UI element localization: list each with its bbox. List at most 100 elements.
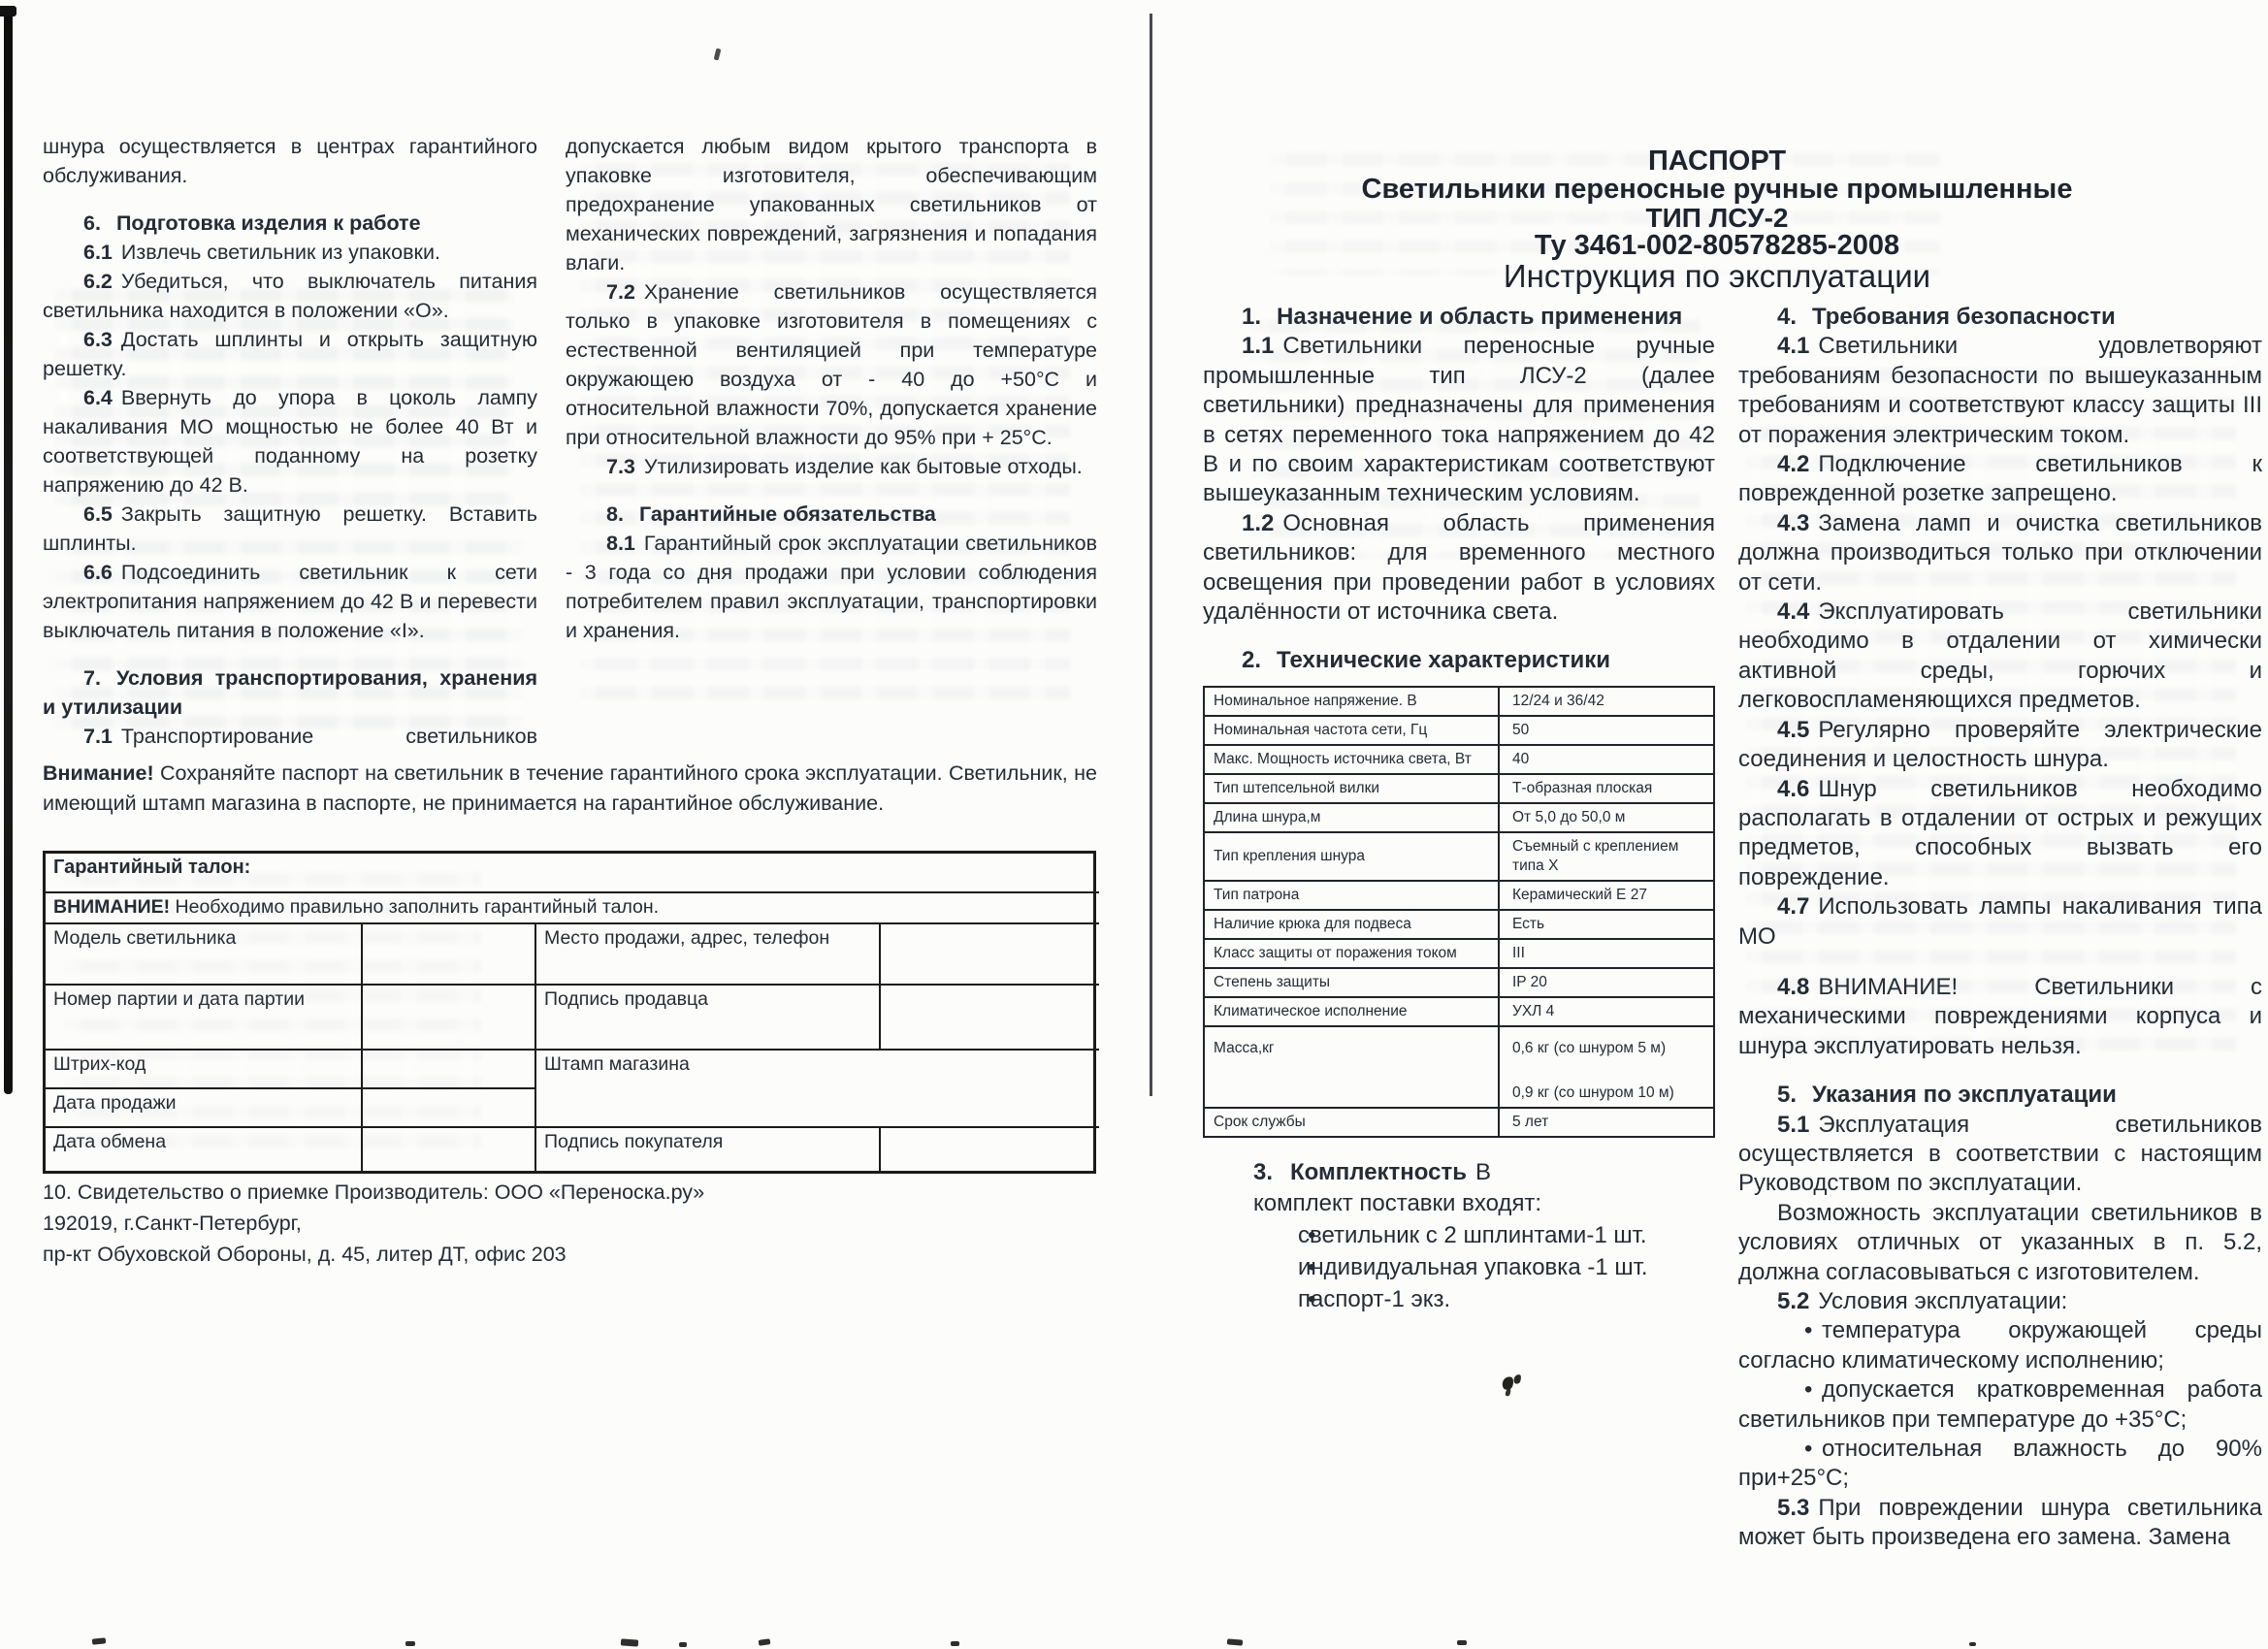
warranty-title-text: Гарантийный талон: — [53, 857, 251, 878]
bleedthrough-smudge — [1271, 153, 1940, 275]
cell-place-of-sale-label: Место продажи, адрес, телефон — [536, 924, 881, 986]
para-number: 1.2 — [1242, 509, 1275, 536]
para-6-4: 6.4 Ввернуть до упора в цоколь лампу нака… — [43, 383, 537, 500]
tech-value: Т-образная плоская — [1512, 779, 1653, 796]
section-number: 8. — [606, 502, 624, 526]
section-title: Назначение и область применения — [1277, 304, 1683, 330]
para-number: 4.1 — [1777, 333, 1810, 360]
bleedthrough-smudge — [56, 289, 512, 517]
section-6-heading: 6. Подготовка изделия к работе — [43, 209, 537, 238]
scan-corner-mark — [0, 6, 16, 16]
para-number: 6.5 — [83, 502, 113, 526]
tech-row-cord-length: Длина шнура,м От 5,0 до 50,0 м — [1205, 803, 1713, 833]
para-number: 7.1 — [83, 725, 113, 748]
left-page-columns: шнура осуществляется в центрах гарантийн… — [43, 132, 1098, 751]
tech-value-line2: типа Х — [1512, 857, 1559, 874]
section-title: Комплектность — [1290, 1158, 1467, 1185]
tech-value: 50 — [1512, 721, 1530, 738]
para-number: 4.6 — [1777, 775, 1810, 802]
scan-mark — [951, 1641, 959, 1646]
tech-row-plug-type: Тип штепсельной вилки Т-образная плоская — [1205, 774, 1713, 804]
para-number: 7.2 — [606, 280, 635, 304]
para-number: 5.1 — [1777, 1111, 1810, 1138]
tech-row-max-power: Макс. Мощность источника света, Вт 40 — [1205, 745, 1713, 775]
kit-item-packaging: •индивидуальная упаковка -1 шт. — [1203, 1251, 1715, 1283]
para-number: 4.8 — [1777, 973, 1810, 1000]
cell-place-of-sale-input — [881, 924, 1099, 986]
condition-item-temperature: • температура окружающей среды согласно к… — [1738, 1316, 2262, 1375]
tech-row-hook: Наличие крюка для подвеса Есть — [1205, 910, 1713, 940]
para-4-1: 4.1 Светильники удовлетворяют требованиям… — [1738, 332, 2262, 450]
para-number: 6.4 — [83, 386, 113, 409]
para-text: Условия эксплуатации: — [1818, 1288, 2068, 1314]
tech-label: Тип крепления шнура — [1205, 832, 1500, 880]
warranty-table-notice: ВНИМАНИЕ! Необходимо правильно заполнить… — [46, 893, 1099, 924]
para-text: Эксплуатация светильников осуществляется… — [1738, 1111, 2262, 1197]
tech-value: Есть — [1512, 915, 1545, 932]
para-text: Светильники удовлетворяют требованиям бе… — [1738, 333, 2262, 448]
para-number: 4.5 — [1777, 716, 1810, 743]
para-text: При повреждении шнура светильника может … — [1738, 1494, 2262, 1551]
para-7-1-continued: допускается любым видом крытого транспор… — [566, 132, 1097, 277]
para-text: ВНИМАНИЕ! Светильники с механическими по… — [1738, 973, 2262, 1059]
tech-label: Номинальное напряжение. В — [1205, 687, 1500, 715]
para-5-1-note: Возможность эксплуатации светильников в … — [1738, 1199, 2262, 1287]
manufacturer-city: 192019, г.Санкт-Петербург, — [43, 1212, 302, 1235]
para-text: Подключение светильников к поврежденной … — [1738, 451, 2262, 507]
condition-item-humidity: • относительная влажность до 90% при+25°С… — [1738, 1435, 2262, 1494]
left-page-column-1: шнура осуществляется в центрах гарантийн… — [43, 132, 537, 751]
para-4-5: 4.5 Регулярно проверяйте электрические со… — [1738, 716, 2262, 775]
tech-row-weight: Масса,кг 0,6 кг (со шнуром 5 м) 0,9 кг (со… — [1205, 1026, 1713, 1109]
scan-mark — [1969, 1642, 1976, 1646]
section-number: 1. — [1242, 304, 1262, 330]
kit-intro-line: комплект поставки входят: — [1253, 1189, 1542, 1216]
cell-label: Дата продажи — [53, 1092, 177, 1114]
para-1-1: 1.1 Светильники переносные ручные промышл… — [1203, 332, 1715, 508]
tech-value: 40 — [1512, 750, 1530, 767]
bleedthrough-smudge — [64, 873, 481, 1149]
ink-speck — [713, 48, 722, 61]
warranty-table: Гарантийный талон: ВНИМАНИЕ! Необходимо … — [43, 851, 1099, 1174]
cell-label: Номер партии и дата партии — [53, 988, 306, 1010]
warranty-notice-bold: ВНИМАНИЕ! — [53, 896, 171, 918]
section-title-tail: В — [1475, 1158, 1492, 1185]
doc-title-product: Светильники переносные ручные промышленн… — [1361, 174, 2073, 205]
tech-value: 0,6 кг (со шнуром 5 м) — [1512, 1039, 1667, 1056]
section-8-heading: 8. Гарантийные обязательства — [566, 500, 1097, 529]
warranty-notice-text: Необходимо правильно заполнить гарантийн… — [170, 896, 660, 918]
para-text: Ввернуть до упора в цоколь лампу накалив… — [43, 386, 537, 497]
section-number: 5. — [1777, 1082, 1798, 1109]
cell-label: Место продажи, адрес, телефон — [544, 927, 830, 949]
scan-mark — [405, 1641, 415, 1646]
section-number: 6. — [83, 211, 101, 235]
cell-label: Подпись продавца — [544, 988, 709, 1010]
para-5-3: 5.3 При повреждении шнура светильника мож… — [1738, 1494, 2262, 1553]
tech-row-service-life: Срок службы 5 лет — [1205, 1108, 1713, 1136]
cell-model-label: Модель светильника — [46, 924, 363, 986]
para-text: Регулярно проверяйте электрические соеди… — [1738, 716, 2262, 773]
bullet-dot: • — [1804, 1376, 1813, 1404]
para-text: Извлечь светильник из упаковки. — [120, 241, 440, 264]
section-title: Указания по эксплуатации — [1812, 1082, 2117, 1109]
bullet-dot: • — [1308, 1221, 1316, 1248]
bullet-dot: • — [1804, 1317, 1813, 1344]
para-number: 7.3 — [606, 455, 635, 478]
cell-barcode-label: Штрих-код — [46, 1051, 363, 1089]
para-8-1: 8.1 Гарантийный срок эксплуатации светиль… — [566, 529, 1097, 645]
condition-text: относительная влажность до 90% при+25°С; — [1738, 1436, 2262, 1492]
para-continued: шнура осуществляется в центрах гарантийн… — [43, 132, 537, 190]
section-7-heading: 7. Условия транспортирования, хранения и … — [43, 663, 537, 722]
para-text: шнура осуществляется в центрах гарантийн… — [43, 135, 537, 187]
tech-value-line2: 0,9 кг (со шнуром 10 м) — [1512, 1083, 1674, 1101]
para-6-2: 6.2 Убедиться, что выключатель питания св… — [43, 267, 537, 325]
section-title: Гарантийные обязательства — [638, 502, 936, 526]
tech-row-ip-rating: Степень защиты IP 20 — [1205, 968, 1713, 998]
section-3-heading: 3. Комплектность В — [1203, 1157, 1715, 1187]
tech-label: Климатическое исполнение — [1205, 997, 1500, 1025]
scan-edge-strip — [4, 10, 13, 1094]
para-4-3: 4.3 Замена ламп и очистка светильников до… — [1738, 509, 2262, 598]
right-page-column-2: 4. Требования безопасности 4.1 Светильники… — [1738, 303, 2262, 1553]
tech-value: 12/24 и 36/42 — [1512, 692, 1604, 709]
para-text: Хранение светильников осуществляется тол… — [566, 280, 1097, 449]
